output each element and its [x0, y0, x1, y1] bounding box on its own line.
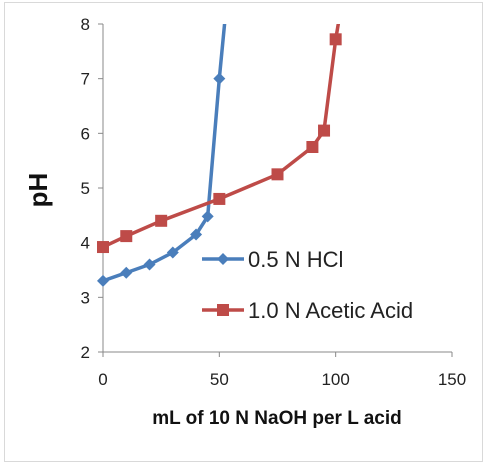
y-tick-label: 3: [81, 288, 90, 307]
legend-item-acetic: 1.0 N Acetic Acid: [202, 298, 413, 323]
series-layer: [103, 24, 341, 283]
data-point-square: [306, 141, 319, 153]
chart-frame: [4, 2, 483, 462]
data-point-diamond: [213, 72, 226, 85]
y-tick-label: 8: [81, 15, 90, 34]
data-point-square: [120, 230, 133, 243]
x-tick-label: 50: [210, 370, 229, 389]
y-tick-label: 4: [81, 234, 90, 253]
y-tick-label: 6: [81, 124, 90, 143]
data-point-square: [97, 241, 109, 254]
y-tick-label: 7: [81, 70, 90, 89]
legend-item-hcl: 0.5 N HCl: [202, 247, 343, 272]
y-tick-label: 5: [81, 179, 90, 198]
y-tick-label: 2: [81, 343, 90, 362]
data-point-square: [155, 214, 168, 227]
legend-label-hcl: 0.5 N HCl: [248, 247, 343, 272]
data-point-diamond: [166, 246, 179, 259]
x-tick-label: 150: [438, 370, 466, 389]
legend-marker-hcl: [217, 253, 229, 265]
x-tick-label: 0: [98, 370, 107, 389]
x-tick-label: 100: [321, 370, 349, 389]
legend-label-acetic: 1.0 N Acetic Acid: [248, 298, 413, 323]
data-point-square: [213, 192, 226, 205]
axes: [98, 23, 453, 357]
x-axis-title: mL of 10 N NaOH per L acid: [152, 408, 402, 429]
data-point-diamond: [97, 274, 109, 287]
data-point-square: [318, 124, 331, 137]
data-point-square: [271, 168, 284, 181]
data-point-diamond: [143, 258, 156, 271]
y-axis-title: pH: [23, 173, 53, 208]
markers-layer: [97, 33, 342, 287]
labels-layer: 2 3 4 5 6 7 8 0 50 100 150: [81, 15, 467, 389]
legend-marker-acetic: [217, 304, 229, 316]
legend: 0.5 N HCl 1.0 N Acetic Acid: [202, 247, 413, 323]
data-point-square: [329, 33, 342, 46]
data-point-diamond: [120, 266, 133, 279]
data-point-diamond: [201, 210, 214, 223]
data-point-diamond: [190, 228, 203, 241]
